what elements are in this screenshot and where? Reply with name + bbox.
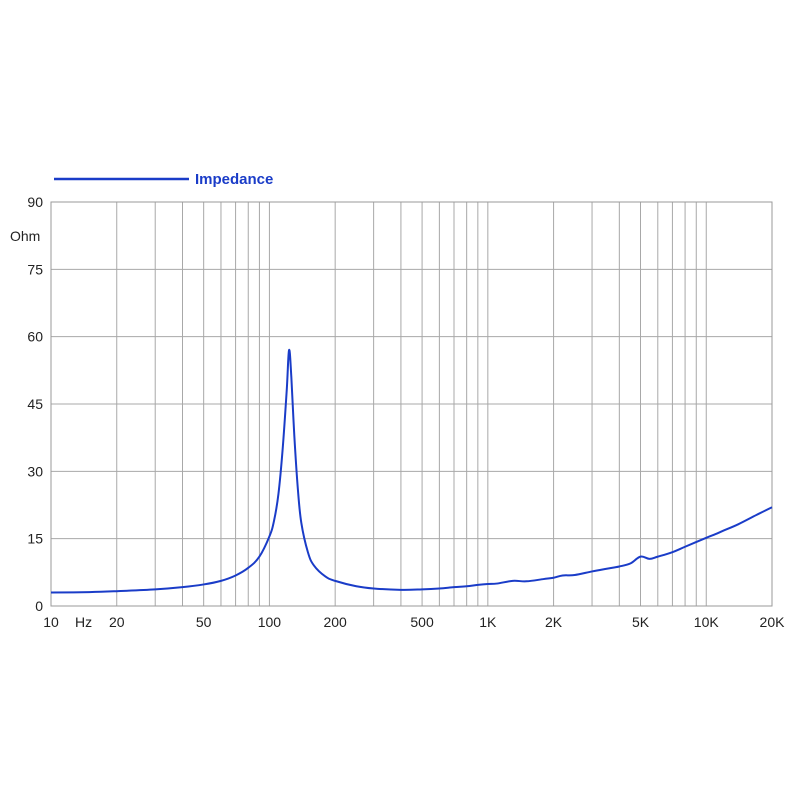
legend: Impedance <box>54 171 273 188</box>
x-tick-label: 10K <box>694 614 720 630</box>
y-axis-tick-labels: 0 15 30 45 60 75 90 <box>27 194 43 614</box>
legend-label-impedance: Impedance <box>195 171 273 188</box>
x-tick-label: 100 <box>258 614 282 630</box>
vertical-gridlines <box>50 202 773 606</box>
y-tick-label: 75 <box>27 261 43 277</box>
x-tick-label: 50 <box>196 614 212 630</box>
plot-area-frame <box>50 201 773 607</box>
x-tick-label: 20 <box>109 614 125 630</box>
y-axis-unit-label: Ohm <box>10 228 40 244</box>
x-tick-label: 20K <box>760 614 786 630</box>
x-tick-label: 1K <box>479 614 497 630</box>
y-tick-label: 15 <box>27 531 43 547</box>
series-layer <box>50 348 773 594</box>
y-tick-label: 90 <box>27 194 43 210</box>
x-tick-label: 5K <box>632 614 650 630</box>
y-tick-label: 30 <box>27 463 43 479</box>
y-tick-label: 0 <box>35 598 43 614</box>
series-line-impedance <box>50 348 773 594</box>
x-tick-label: 10 <box>43 614 59 630</box>
x-tick-label: 2K <box>545 614 563 630</box>
y-tick-label: 45 <box>27 396 43 412</box>
x-tick-label: 500 <box>410 614 434 630</box>
x-tick-label: 200 <box>323 614 347 630</box>
x-axis-unit-label: Hz <box>75 614 92 630</box>
x-axis-tick-labels: 10 20 50 100 200 500 1K 2K 5K 10K 20K <box>43 614 785 630</box>
y-tick-label: 60 <box>27 329 43 345</box>
